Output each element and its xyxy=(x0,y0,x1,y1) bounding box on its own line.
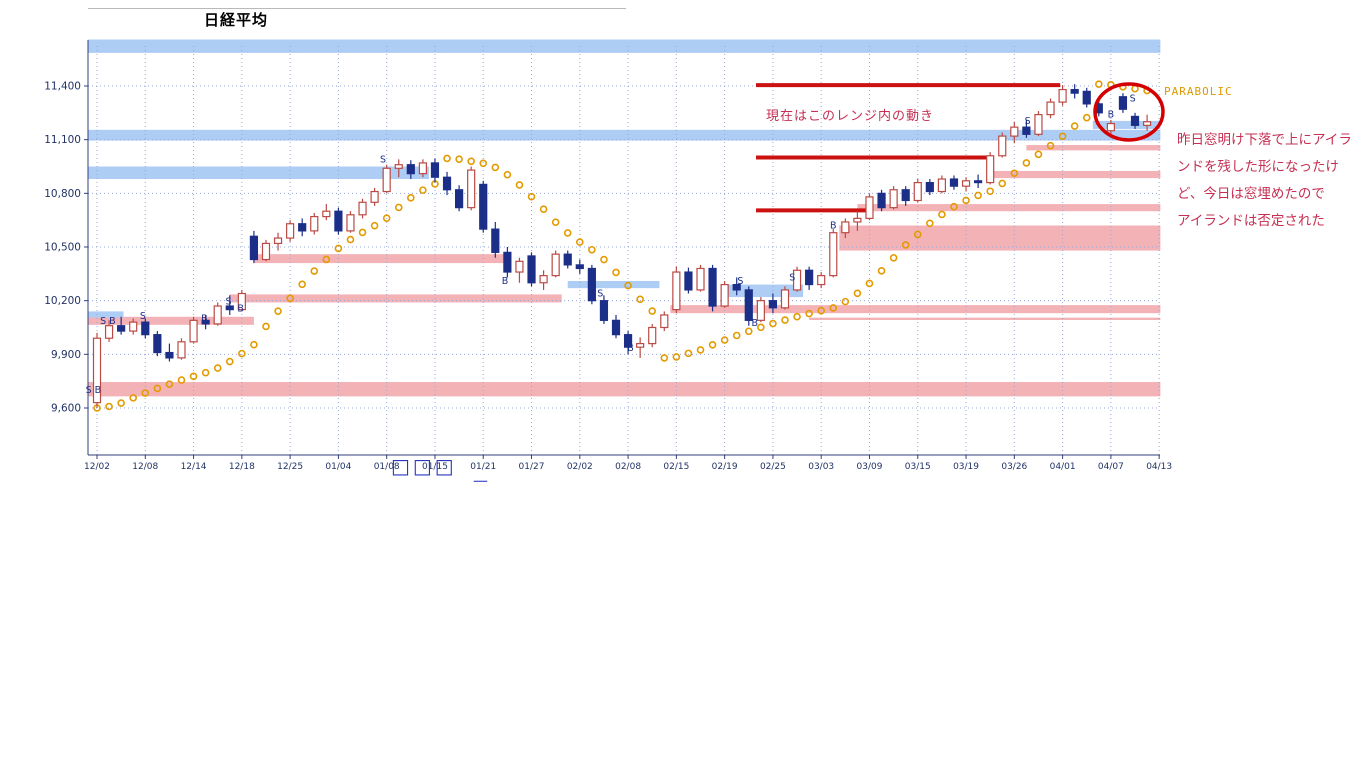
svg-text:02/02: 02/02 xyxy=(567,462,593,472)
side-annotation-line: 昨日窓明け下落で上にアイラ xyxy=(1177,132,1352,148)
candlestick-chart: S BS B S BSBSBSBSBSBSBS11,40011,10010,8001… xyxy=(44,39,1172,472)
side-annotation-line: ど、今日は窓埋めたので xyxy=(1177,186,1325,202)
side-annotation: 昨日窓明け下落で上にアイラ ンドを残した形になったけ ど、今日は窓埋めたので ア… xyxy=(1177,127,1352,235)
svg-text:S: S xyxy=(789,272,795,283)
svg-text:12/14: 12/14 xyxy=(181,462,207,472)
svg-text:12/08: 12/08 xyxy=(132,462,158,472)
svg-text:03/26: 03/26 xyxy=(1001,462,1027,472)
svg-text:04/13: 04/13 xyxy=(1146,462,1172,472)
svg-text:B: B xyxy=(1108,110,1115,121)
svg-text:12/25: 12/25 xyxy=(277,462,303,472)
side-annotation-line: ンドを残した形になったけ xyxy=(1177,159,1339,175)
highlight-circle xyxy=(1093,82,1165,142)
garbled-underscore: ＿ xyxy=(474,469,488,484)
svg-text:9,600: 9,600 xyxy=(51,403,81,415)
svg-text:S B: S B xyxy=(100,316,116,327)
axis-layer: 11,400 11,100 10,800 10,500 10,200 9,900 9,600… xyxy=(44,40,1172,472)
svg-text:S: S xyxy=(226,297,232,308)
svg-text:01/15: 01/15 xyxy=(422,462,448,472)
svg-text:12/18: 12/18 xyxy=(229,462,255,472)
svg-text:S B: S B xyxy=(86,385,102,396)
svg-text:02/08: 02/08 xyxy=(615,462,641,472)
svg-text:01/08: 01/08 xyxy=(374,462,400,472)
red-lines-layer xyxy=(756,83,1061,213)
svg-text:B: B xyxy=(627,343,634,354)
svg-text:02/19: 02/19 xyxy=(712,462,738,472)
svg-text:10,200: 10,200 xyxy=(44,295,81,307)
range-annotation: 現在はこのレンジ内の動き xyxy=(766,109,935,124)
svg-text:S: S xyxy=(597,289,603,300)
svg-text:02/15: 02/15 xyxy=(663,462,689,472)
parabolic-sar-layer xyxy=(93,80,1151,412)
svg-text:S: S xyxy=(1025,116,1031,127)
svg-text:B: B xyxy=(502,276,509,287)
svg-text:S: S xyxy=(380,154,386,165)
chart-title: 日経平均 xyxy=(204,11,269,29)
svg-text:10,500: 10,500 xyxy=(44,241,81,253)
svg-text:01/27: 01/27 xyxy=(519,462,545,472)
svg-text:S: S xyxy=(737,276,743,287)
svg-text:04/01: 04/01 xyxy=(1050,462,1076,472)
svg-text:02/25: 02/25 xyxy=(760,462,786,472)
side-annotation-line: アイランドは否定された xyxy=(1177,213,1325,229)
svg-text:S: S xyxy=(1130,94,1136,105)
bands-layer xyxy=(87,39,1161,397)
svg-text:B: B xyxy=(237,304,244,315)
parabolic-label: PARABOLIC xyxy=(1164,85,1233,98)
svg-text:B: B xyxy=(752,318,759,329)
svg-text:03/03: 03/03 xyxy=(808,462,834,472)
divider-line xyxy=(88,8,626,9)
candles-layer xyxy=(92,84,1152,408)
svg-text:04/07: 04/07 xyxy=(1098,462,1124,472)
svg-text:01/04: 01/04 xyxy=(325,462,351,472)
svg-text:9,900: 9,900 xyxy=(51,349,81,361)
svg-text:10,800: 10,800 xyxy=(44,188,81,200)
svg-text:11,100: 11,100 xyxy=(44,134,81,146)
svg-text:12/02: 12/02 xyxy=(84,462,110,472)
svg-text:03/19: 03/19 xyxy=(953,462,979,472)
svg-text:03/09: 03/09 xyxy=(857,462,883,472)
svg-text:01/21: 01/21 xyxy=(470,462,496,472)
svg-text:B: B xyxy=(830,221,837,232)
svg-text:11,400: 11,400 xyxy=(44,80,81,92)
svg-text:03/15: 03/15 xyxy=(905,462,931,472)
grid-layer xyxy=(88,46,1160,455)
svg-text:S: S xyxy=(140,311,146,322)
garbled-text: □□□ xyxy=(391,454,457,478)
svg-text:B: B xyxy=(201,314,208,325)
